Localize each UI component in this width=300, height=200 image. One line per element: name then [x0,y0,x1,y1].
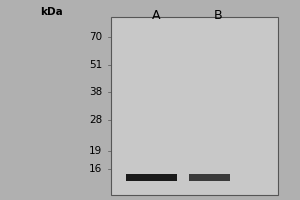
Bar [161,17,165,195]
Bar [274,17,278,195]
Bar [265,17,268,195]
Bar [151,17,154,195]
Bar [189,174,230,181]
Bar [218,17,221,195]
Bar [201,17,205,195]
Text: 38: 38 [89,87,102,97]
Bar [111,17,115,195]
Bar [154,17,158,195]
Bar [228,17,231,195]
Bar [135,17,138,195]
Bar [111,17,278,195]
Text: A: A [152,9,160,22]
Text: 19: 19 [89,146,102,156]
Bar [224,17,228,195]
Bar [244,17,248,195]
Bar [178,17,181,195]
Bar [175,17,178,195]
Bar [126,174,177,181]
Bar [118,17,121,195]
Bar [251,17,254,195]
Text: 70: 70 [89,32,102,42]
Text: B: B [214,9,223,22]
Bar [145,17,148,195]
Bar [148,17,151,195]
Bar [138,17,141,195]
Bar [198,17,201,195]
Bar [195,17,198,195]
Bar [168,17,171,195]
Bar [258,17,261,195]
Text: kDa: kDa [40,7,63,17]
Bar [241,17,244,195]
Bar [248,17,251,195]
Bar [235,17,238,195]
Text: 16: 16 [89,164,102,174]
Bar [181,17,184,195]
Bar [191,17,195,195]
Bar [131,17,135,195]
Bar [205,17,208,195]
Bar [211,17,214,195]
Text: 28: 28 [89,115,102,125]
Bar [184,17,188,195]
Bar [158,17,161,195]
Bar [231,17,235,195]
Bar [254,17,258,195]
Text: 51: 51 [89,60,102,70]
Bar [121,17,125,195]
Bar [165,17,168,195]
Bar [115,17,118,195]
Bar [128,17,131,195]
Bar [268,17,271,195]
Bar [271,17,274,195]
Bar [188,17,191,195]
Bar [208,17,211,195]
Bar [261,17,265,195]
Bar [171,17,175,195]
Bar [238,17,241,195]
Bar [125,17,128,195]
Bar [141,17,145,195]
Bar [214,17,218,195]
Bar [221,17,224,195]
